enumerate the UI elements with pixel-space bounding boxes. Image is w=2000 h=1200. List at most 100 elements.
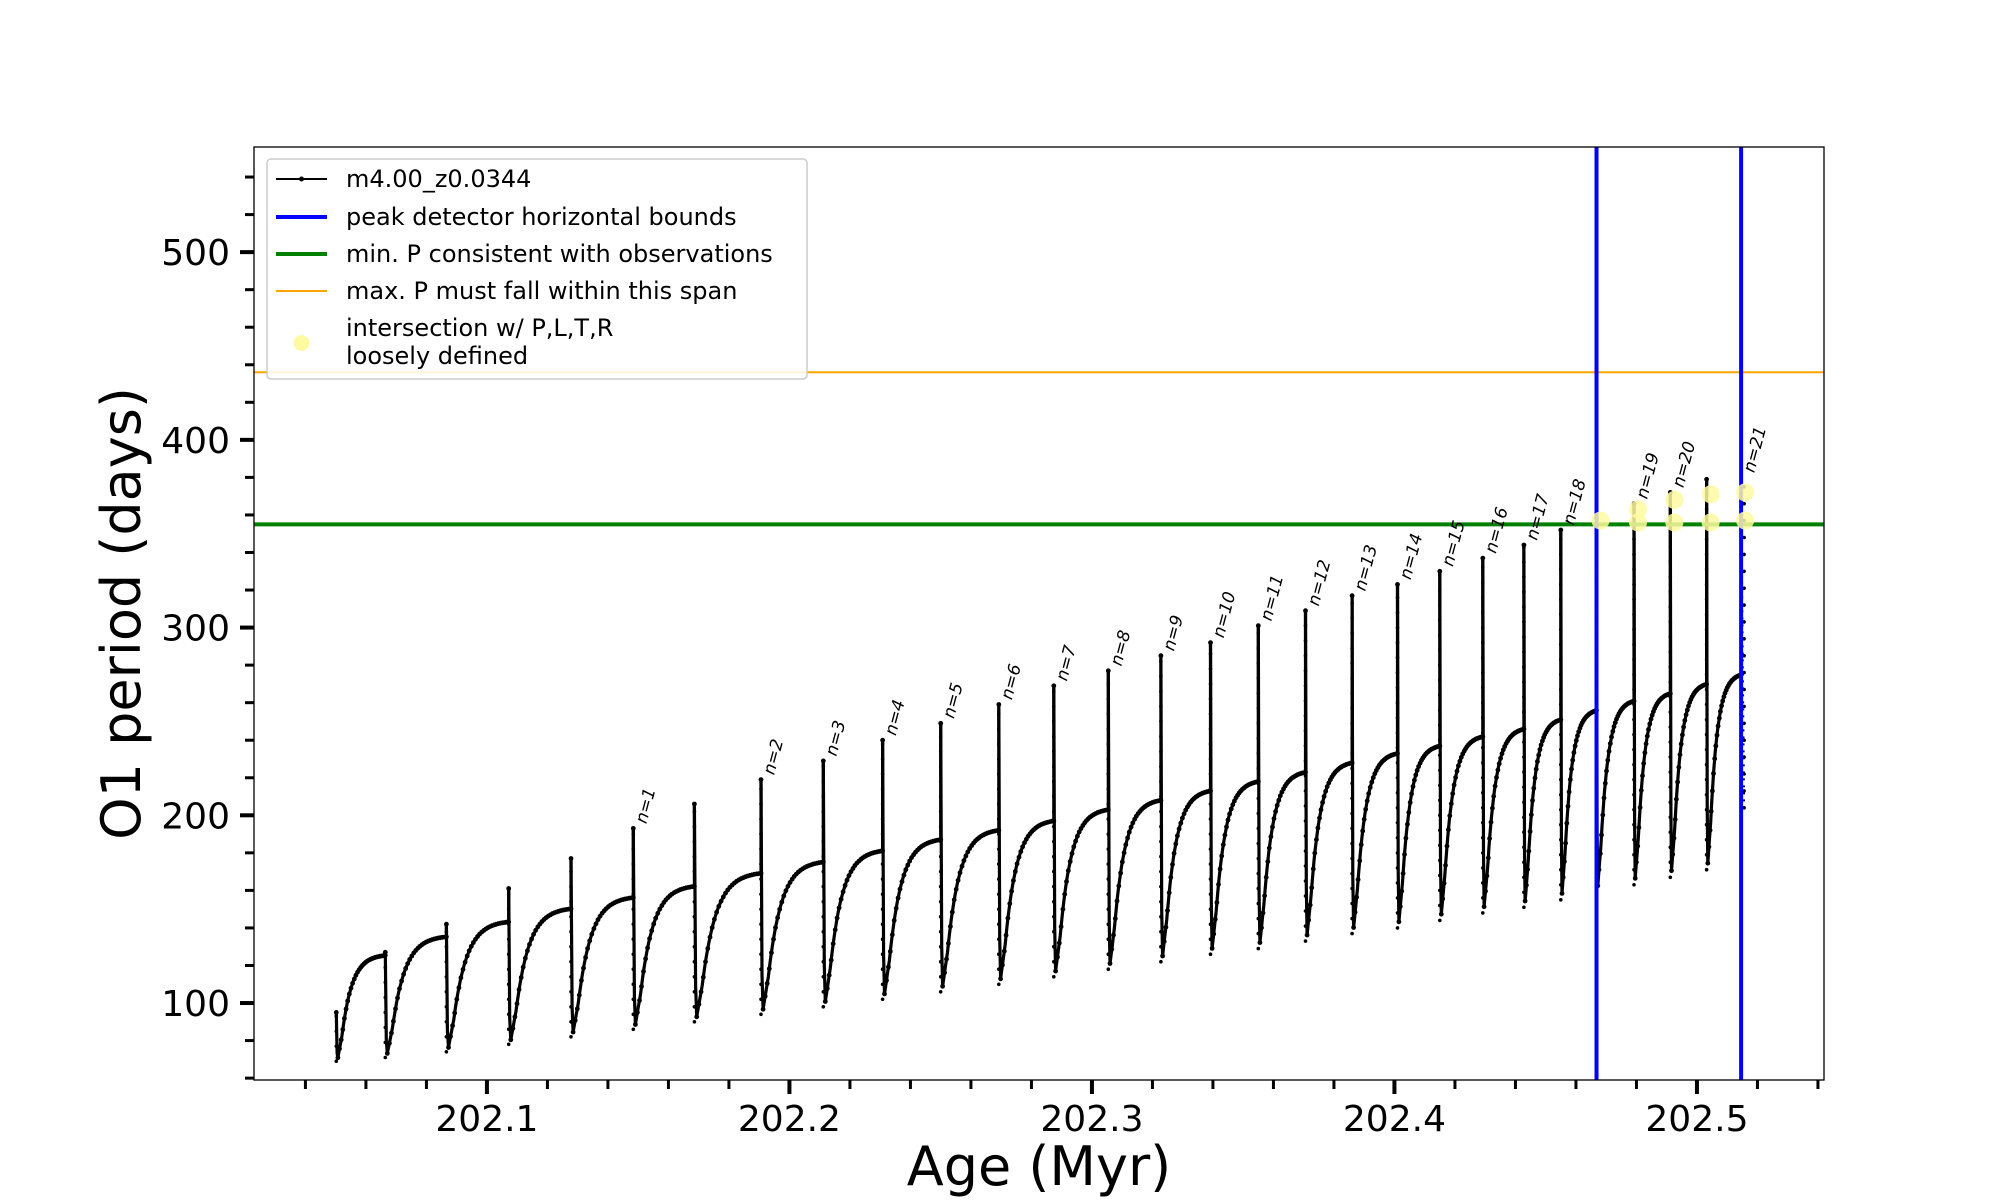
pulse-label: n=12 (1304, 558, 1335, 608)
series-segment (1350, 584, 1400, 930)
series-segment (631, 804, 696, 1027)
pulse-label: n=20 (1669, 439, 1700, 489)
data-point (759, 1012, 763, 1017)
data-point (1742, 535, 1746, 540)
data-point (1742, 738, 1746, 742)
series-segment (1559, 518, 1599, 895)
x-tick-label: 202.4 (1343, 1099, 1446, 1140)
intersection-point (1629, 513, 1648, 532)
intersection-point (1736, 511, 1755, 530)
pulse-label: n=18 (1559, 477, 1590, 527)
pulse-label: n=7 (1052, 643, 1081, 683)
data-point (383, 1055, 388, 1060)
series-segment (759, 760, 825, 1011)
pulse-label: n=10 (1209, 590, 1240, 640)
series-segment (507, 858, 573, 1042)
series-segment (569, 828, 635, 1034)
data-point (506, 1042, 511, 1047)
series-segment (1208, 625, 1260, 950)
axes: 202.1 202.2 202.3 202.4 202.5 100 200 300 400 500 (161, 175, 1820, 1140)
x-axis-title: Age (Myr) (907, 1135, 1172, 1198)
series-segment (821, 740, 885, 1004)
data-point (1742, 704, 1746, 709)
data-point (1350, 931, 1354, 936)
series-segment (1705, 477, 1743, 865)
series-segment (1668, 479, 1709, 873)
legend-label: max. P must fall within this span (346, 277, 737, 305)
pulse-label: n=4 (881, 698, 910, 738)
data-point (631, 1027, 636, 1032)
intersection-point (1701, 485, 1720, 504)
data-point (1208, 952, 1213, 956)
pulse-label: n=16 (1481, 505, 1512, 555)
y-tick-label: 300 (161, 609, 230, 650)
data-point (444, 1050, 449, 1054)
data-point (1742, 501, 1746, 506)
legend-label: min. P consistent with observations (346, 240, 773, 268)
data-point (1256, 946, 1261, 951)
data-point (1438, 918, 1442, 923)
x-tick-label: 202.1 (435, 1099, 538, 1140)
data-markers (333, 476, 1746, 1063)
pulse-label: n=19 (1633, 451, 1664, 501)
pulse-label: n=2 (760, 737, 789, 777)
data-point (938, 990, 943, 994)
x-tick-label: 202.2 (738, 1099, 841, 1140)
pulse-label: n=8 (1107, 628, 1136, 668)
legend-label: peak detector horizontal bounds (346, 203, 737, 231)
peak-detector-bounds (1594, 147, 1744, 1080)
series-line-m4.00_z0.0344 (334, 477, 1746, 1060)
series-segment (1303, 595, 1354, 937)
data-point (1303, 939, 1308, 943)
plot-frame (253, 146, 1825, 1081)
series-segment (1256, 610, 1308, 945)
data-point (1559, 898, 1563, 902)
series-segment (997, 685, 1056, 981)
series-segment (939, 704, 1001, 988)
data-point (1668, 875, 1673, 880)
series-segment (1594, 503, 1636, 888)
intersection-point (1701, 513, 1720, 532)
series-segment (1106, 655, 1163, 966)
data-point (1522, 905, 1526, 910)
intersection-point (1591, 511, 1610, 530)
series-segment (334, 952, 387, 1060)
horizontal-reference-lines (254, 371, 1824, 527)
pulse-label: n=17 (1522, 492, 1553, 542)
data-point (1742, 620, 1746, 624)
data-point (1742, 653, 1746, 658)
pulse-label: n=13 (1351, 543, 1382, 593)
y-tick-label: 400 (161, 421, 230, 462)
y-axis-title: O1 period (days) (90, 387, 153, 840)
x-tick-label: 202.3 (1040, 1099, 1143, 1140)
data-point (880, 997, 885, 1002)
data-point (1052, 975, 1056, 979)
data-point (1742, 789, 1746, 793)
intersection-points (1591, 483, 1755, 532)
legend-label: m4.00_z0.0344 (346, 165, 531, 193)
data-point (821, 1005, 826, 1009)
y-tick-label: 200 (161, 796, 230, 837)
data-point (1704, 867, 1709, 872)
x-tick-label: 202.5 (1645, 1099, 1748, 1140)
data-point (1481, 911, 1485, 915)
series-segment (1438, 558, 1485, 916)
data-point (334, 1059, 339, 1063)
pulse-labels: n=1 n=2 n=3 n=4 n=5 n=6 n=7 n=8 n=9 n=10 n=11 n=12 n… (632, 424, 1771, 825)
intersection-point (1665, 513, 1684, 532)
y-tick-label: 100 (161, 984, 230, 1025)
legend-label-line2: loosely defined (346, 342, 528, 370)
legend-box (266, 158, 808, 380)
pulse-label: n=21 (1740, 424, 1771, 474)
pulse-label: n=9 (1159, 613, 1188, 653)
pulse-label: n=1 (632, 786, 661, 826)
y-tick-label: 500 (161, 233, 230, 274)
pulse-label: n=11 (1257, 573, 1288, 623)
series-segment (881, 723, 943, 996)
legend-label: intersection w/ P,L,T,R (346, 314, 613, 342)
pulse-label: n=3 (822, 718, 851, 758)
series-segment (692, 779, 763, 1019)
data-point (1632, 883, 1636, 887)
